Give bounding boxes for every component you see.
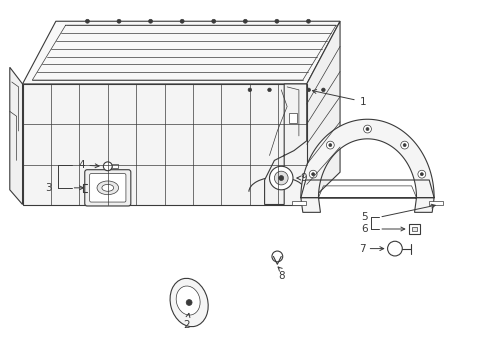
Text: 2: 2 [183,313,189,330]
Text: 1: 1 [312,90,366,107]
Polygon shape [300,119,433,212]
Circle shape [366,127,368,131]
Circle shape [321,88,325,91]
Circle shape [186,300,192,305]
Polygon shape [22,84,306,204]
Circle shape [420,173,423,176]
Ellipse shape [102,184,113,191]
Text: 5: 5 [360,212,367,222]
Circle shape [387,241,402,256]
Circle shape [267,88,271,91]
Circle shape [247,88,251,91]
Text: 7: 7 [358,244,365,253]
Circle shape [363,125,371,133]
Circle shape [306,19,310,23]
Circle shape [103,162,112,171]
Text: 6: 6 [360,224,367,234]
Circle shape [403,144,406,147]
FancyBboxPatch shape [89,174,126,202]
Ellipse shape [170,278,208,327]
Polygon shape [22,21,339,84]
Circle shape [325,141,334,149]
Bar [291,201,305,206]
Circle shape [287,88,290,91]
Circle shape [180,19,184,23]
Ellipse shape [176,286,200,315]
Circle shape [269,166,292,190]
Bar [111,164,117,168]
FancyBboxPatch shape [84,170,131,206]
Circle shape [274,19,278,23]
Text: 9: 9 [300,173,307,183]
Bar [428,201,442,206]
Polygon shape [264,84,306,204]
Bar [408,224,420,234]
Circle shape [400,141,408,149]
Polygon shape [10,67,22,204]
Circle shape [148,19,152,23]
Circle shape [417,170,425,178]
Polygon shape [306,21,339,204]
Bar [411,226,417,231]
Circle shape [278,176,283,180]
Circle shape [243,19,247,23]
Circle shape [117,19,121,23]
Circle shape [211,19,215,23]
Text: 8: 8 [277,271,284,281]
Circle shape [85,19,89,23]
Circle shape [328,144,331,147]
Text: 4: 4 [79,160,85,170]
Ellipse shape [97,181,118,195]
Circle shape [306,88,310,91]
Circle shape [271,251,282,262]
Circle shape [308,170,316,178]
Circle shape [274,171,287,185]
Circle shape [311,173,314,176]
Bar [288,113,296,123]
Text: 3: 3 [45,183,52,193]
